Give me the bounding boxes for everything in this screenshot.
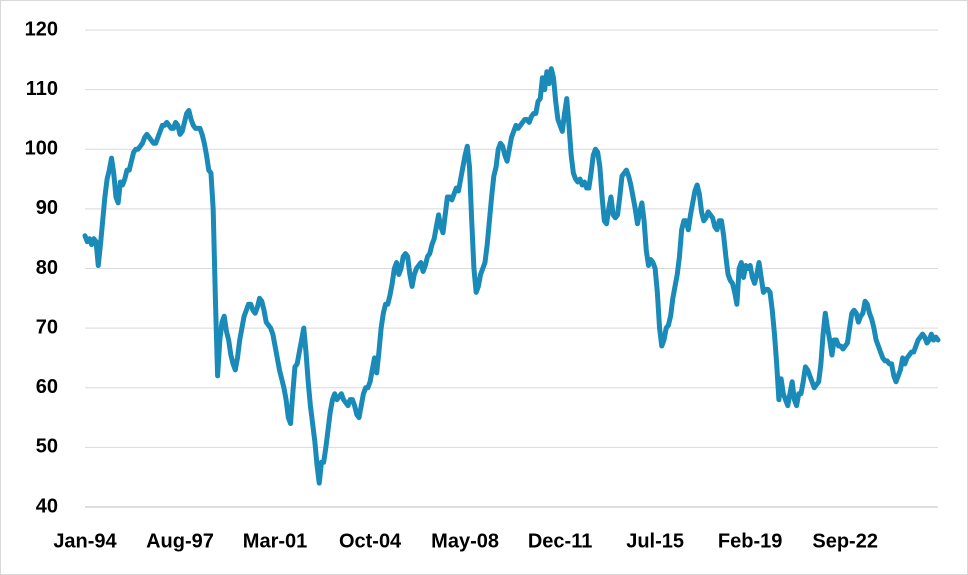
y-tick-label: 60 [36, 376, 58, 398]
x-tick-label: Dec-11 [528, 530, 593, 552]
x-tick-label: Jan-94 [53, 530, 117, 552]
x-tick-label: Aug-97 [146, 530, 214, 552]
y-tick-label: 120 [25, 18, 58, 40]
y-tick-label: 110 [26, 78, 58, 100]
y-tick-label: 100 [25, 138, 58, 160]
y-tick-label: 50 [36, 436, 58, 458]
x-tick-label: Sep-22 [812, 530, 878, 552]
x-tick-label: Feb-19 [718, 530, 782, 552]
x-tick-label: Jul-15 [626, 530, 684, 552]
x-tick-label: Mar-01 [243, 530, 307, 552]
y-tick-label: 70 [36, 316, 58, 338]
x-tick-label: Oct-04 [339, 530, 402, 552]
y-tick-label: 80 [36, 257, 58, 279]
x-tick-label: May-08 [431, 530, 499, 552]
y-tick-label: 40 [36, 495, 58, 517]
data-line [82, 66, 941, 486]
y-tick-label: 90 [36, 197, 58, 219]
